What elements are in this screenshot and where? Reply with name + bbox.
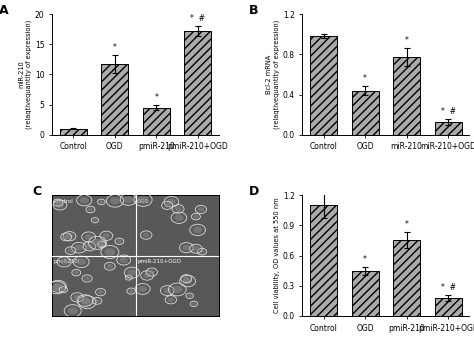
Circle shape xyxy=(53,283,63,290)
Circle shape xyxy=(102,233,110,239)
Circle shape xyxy=(68,307,78,314)
Text: Control: Control xyxy=(54,199,73,204)
Circle shape xyxy=(99,200,104,204)
Circle shape xyxy=(167,297,174,302)
Bar xyxy=(136,195,219,256)
Text: *  #: * # xyxy=(441,283,456,292)
Circle shape xyxy=(56,202,64,208)
Bar xyxy=(60,129,87,135)
Circle shape xyxy=(98,290,104,294)
Circle shape xyxy=(143,233,150,238)
Circle shape xyxy=(80,197,89,204)
Circle shape xyxy=(84,276,90,280)
Circle shape xyxy=(192,246,200,251)
Bar xyxy=(352,271,379,316)
Circle shape xyxy=(174,214,183,221)
Y-axis label: miR-210
(relaqtivequantity of expression): miR-210 (relaqtivequantity of expression… xyxy=(18,20,32,129)
Circle shape xyxy=(174,206,182,211)
Circle shape xyxy=(128,269,137,276)
Circle shape xyxy=(193,226,202,233)
Circle shape xyxy=(148,270,155,274)
Text: *  #: * # xyxy=(191,14,205,23)
Bar xyxy=(310,205,337,316)
Text: *: * xyxy=(405,36,409,45)
Bar xyxy=(435,122,462,135)
Circle shape xyxy=(55,200,61,205)
Text: pmiR-210+OGD: pmiR-210+OGD xyxy=(137,259,181,264)
Circle shape xyxy=(84,234,93,240)
Circle shape xyxy=(183,278,192,285)
Bar xyxy=(352,91,379,135)
Bar xyxy=(435,298,462,316)
Bar xyxy=(52,195,136,256)
Text: *: * xyxy=(113,43,117,52)
Bar xyxy=(136,256,219,316)
Circle shape xyxy=(63,234,70,239)
Text: *: * xyxy=(363,74,367,84)
Bar xyxy=(101,64,128,135)
Circle shape xyxy=(80,297,90,304)
Circle shape xyxy=(137,196,148,204)
Circle shape xyxy=(117,239,122,243)
Circle shape xyxy=(82,298,92,306)
Circle shape xyxy=(143,273,151,278)
Circle shape xyxy=(88,207,93,211)
Circle shape xyxy=(198,207,204,212)
Circle shape xyxy=(127,276,131,279)
Bar xyxy=(393,240,420,316)
Circle shape xyxy=(67,248,73,253)
Circle shape xyxy=(128,289,134,293)
Circle shape xyxy=(200,250,205,254)
Circle shape xyxy=(183,276,190,281)
Text: *: * xyxy=(363,254,367,264)
Circle shape xyxy=(138,286,147,292)
Circle shape xyxy=(73,271,79,274)
Text: *: * xyxy=(155,93,158,102)
Bar xyxy=(52,256,136,316)
Text: C: C xyxy=(32,185,41,199)
Circle shape xyxy=(61,288,66,291)
Circle shape xyxy=(100,242,104,245)
Circle shape xyxy=(110,197,120,205)
Bar xyxy=(143,108,170,135)
Text: pmiR210l: pmiR210l xyxy=(54,259,80,264)
Text: D: D xyxy=(249,185,259,199)
Text: B: B xyxy=(249,4,258,18)
Circle shape xyxy=(85,244,93,249)
Circle shape xyxy=(187,294,192,297)
Circle shape xyxy=(107,264,113,269)
Circle shape xyxy=(99,243,104,246)
Bar xyxy=(310,36,337,135)
Circle shape xyxy=(76,258,86,265)
Circle shape xyxy=(60,259,68,265)
Text: *: * xyxy=(405,220,409,229)
Circle shape xyxy=(164,203,171,208)
Circle shape xyxy=(172,286,182,293)
Circle shape xyxy=(193,214,199,219)
Circle shape xyxy=(94,299,100,303)
Y-axis label: Cell viability, OD values at 550 nm: Cell viability, OD values at 550 nm xyxy=(274,198,280,313)
Bar xyxy=(393,57,420,135)
Circle shape xyxy=(52,284,62,291)
Circle shape xyxy=(163,287,171,293)
Circle shape xyxy=(92,239,103,247)
Text: *  #: * # xyxy=(441,107,456,116)
Bar xyxy=(184,31,211,135)
Circle shape xyxy=(73,294,81,300)
Circle shape xyxy=(66,233,73,239)
Circle shape xyxy=(74,245,83,251)
Circle shape xyxy=(123,196,133,203)
Circle shape xyxy=(191,302,196,305)
Circle shape xyxy=(119,257,128,263)
Circle shape xyxy=(93,219,97,222)
Circle shape xyxy=(182,245,191,251)
Y-axis label: Bcl-2 mRNA
(relaqtivequantity of expression): Bcl-2 mRNA (relaqtivequantity of express… xyxy=(266,20,280,129)
Text: OGD: OGD xyxy=(137,199,150,204)
Text: A: A xyxy=(0,4,9,18)
Circle shape xyxy=(104,248,115,256)
Circle shape xyxy=(167,199,176,205)
